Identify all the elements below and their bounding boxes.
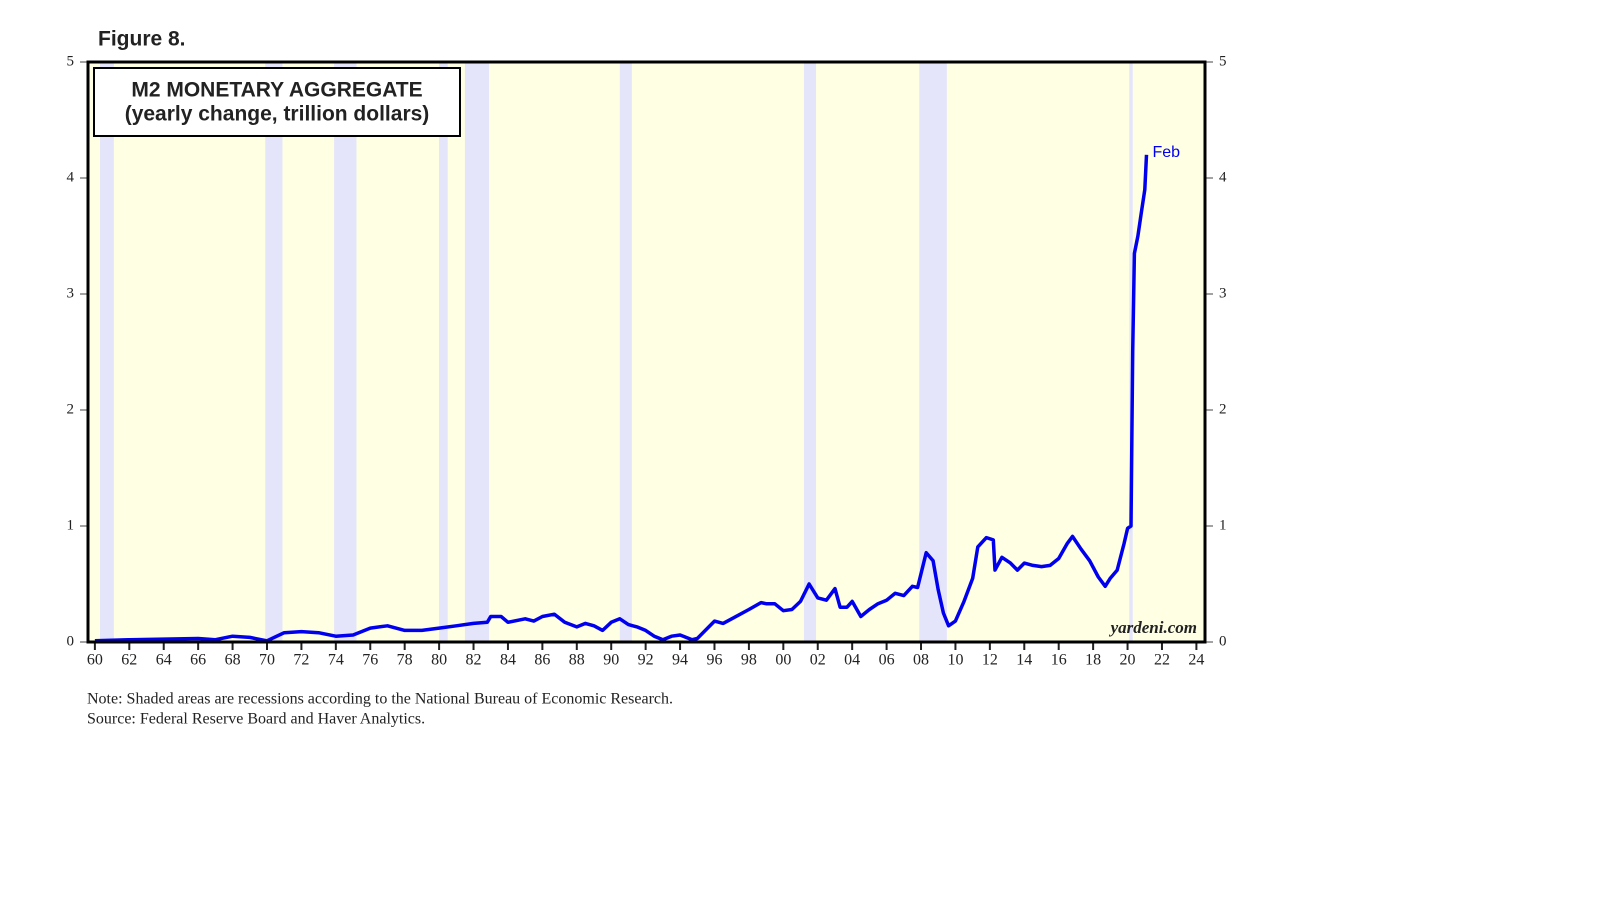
x-tick-label: 84 (500, 652, 516, 669)
y2-tick-label: 2 (1219, 401, 1227, 417)
recession-band (919, 62, 947, 642)
x-tick-label: 88 (569, 652, 585, 669)
x-tick-label: 92 (638, 652, 654, 669)
data-line (94, 154, 1149, 643)
y-tick-label: 2 (67, 401, 75, 417)
x-tick-label: 16 (1051, 652, 1067, 669)
y-tick-label: 1 (67, 517, 75, 533)
x-tick-label: 76 (362, 652, 378, 669)
x-tick-label: 70 (259, 652, 275, 669)
x-tick-label: 22 (1154, 652, 1170, 669)
y2-tick-label: 5 (1219, 53, 1227, 69)
x-tick-label: 90 (603, 652, 619, 669)
watermark: yardeni.com (1109, 618, 1197, 637)
x-tick-label: 98 (741, 652, 757, 669)
recession-band (100, 62, 114, 642)
x-tick-label: 62 (121, 652, 137, 669)
x-tick-label: 68 (225, 652, 241, 669)
x-tick-label: 12 (982, 652, 998, 669)
chart-subtitle: (yearly change, trillion dollars) (125, 103, 430, 126)
x-tick-label: 02 (810, 652, 826, 669)
x-tick-label: 14 (1016, 652, 1032, 669)
title-box (93, 67, 461, 137)
y-tick-label: 4 (67, 169, 75, 185)
x-tick-label: 96 (706, 652, 722, 669)
x-tick-label: 86 (534, 652, 550, 669)
x-tick-label: 74 (328, 652, 344, 669)
x-tick-label: 04 (844, 652, 860, 669)
recession-band (464, 62, 490, 642)
x-tick-label: 60 (87, 652, 103, 669)
x-tick-label: 20 (1120, 652, 1136, 669)
plot-frame (86, 60, 1207, 644)
y-tick-label: 3 (67, 285, 75, 301)
recession-band (619, 62, 632, 642)
y-tick-label: 5 (67, 53, 75, 69)
end-annotation: Feb (1152, 144, 1180, 161)
recession-band (803, 62, 817, 642)
x-tick-label: 06 (879, 652, 895, 669)
x-tick-label: 94 (672, 652, 688, 669)
plot-background (88, 62, 1205, 642)
y2-tick-label: 4 (1219, 169, 1227, 185)
x-tick-label: 08 (913, 652, 929, 669)
y2-tick-label: 1 (1219, 517, 1227, 533)
recession-band (439, 62, 448, 642)
x-tick-label: 80 (431, 652, 447, 669)
x-tick-label: 10 (947, 652, 963, 669)
recession-band (265, 62, 283, 642)
x-tick-label: 64 (156, 652, 172, 669)
y2-tick-label: 0 (1219, 633, 1227, 649)
y-tick-label: 0 (67, 633, 75, 649)
x-tick-label: 78 (397, 652, 413, 669)
source: Source: Federal Reserve Board and Haver … (87, 711, 425, 728)
x-tick-label: 00 (775, 652, 791, 669)
x-tick-label: 82 (466, 652, 482, 669)
x-tick-label: 18 (1085, 652, 1101, 669)
figure-label: Figure 8. (98, 28, 186, 51)
x-tick-label: 66 (190, 652, 206, 669)
y2-tick-label: 3 (1219, 285, 1227, 301)
recession-band (334, 62, 357, 642)
note: Note: Shaded areas are recessions accord… (87, 691, 673, 708)
x-tick-label: 72 (293, 652, 309, 669)
x-tick-label: 24 (1188, 652, 1204, 669)
chart-title: M2 MONETARY AGGREGATE (131, 79, 422, 102)
